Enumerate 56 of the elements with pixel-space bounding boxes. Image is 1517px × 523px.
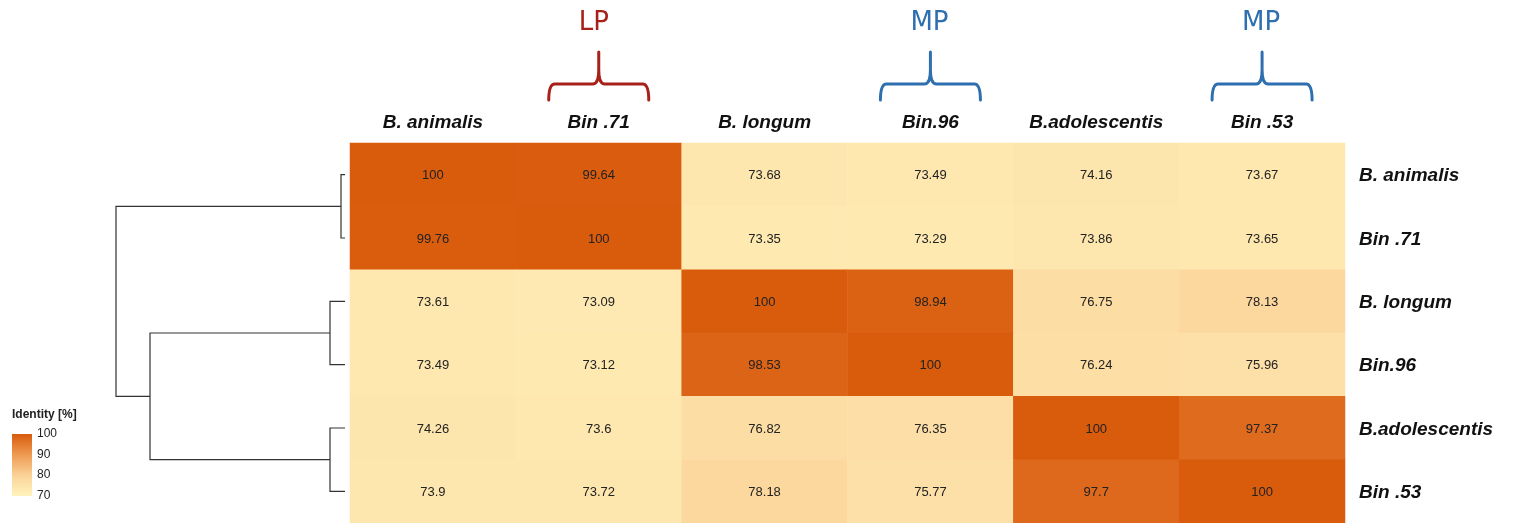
color-bar-title: Identity [%]	[12, 407, 77, 421]
data-label: 73.49	[416, 357, 450, 373]
data-label: 100	[587, 230, 610, 246]
data-label: 73.72	[582, 483, 616, 499]
data-label: 73.86	[1079, 230, 1113, 246]
color-bar-label: 80	[37, 467, 51, 482]
y-tick-label: Bin.96	[1359, 354, 1417, 376]
data-label: 100	[1251, 483, 1273, 499]
data-label: 73.65	[1245, 230, 1279, 246]
data-label: 74.26	[416, 420, 450, 436]
text: LP	[578, 6, 609, 36]
y-tick-label: B. animalis	[1359, 164, 1460, 186]
data-label: 100	[753, 293, 776, 309]
data-label: 76.82	[748, 420, 781, 436]
data-label: 99.64	[582, 167, 616, 183]
data-label: 73.61	[416, 293, 450, 309]
x-tick-label: Bin.96	[901, 111, 960, 132]
color-bar-label: 70	[37, 488, 51, 502]
data-label: 73.35	[748, 230, 781, 246]
data-label: 75.77	[914, 483, 947, 499]
data-label: 100	[422, 167, 444, 183]
data-label: 76.35	[914, 420, 947, 436]
data-label: 100	[919, 357, 942, 373]
data-label: 73.12	[582, 357, 616, 373]
data-label: 97.37	[1245, 420, 1279, 436]
y-tick-label: Bin .71	[1359, 227, 1422, 249]
y-tick-label: Bin .53	[1359, 480, 1422, 502]
data-label: 97.7	[1083, 483, 1109, 499]
data-label: 76.24	[1079, 357, 1113, 373]
text: MP	[1242, 6, 1281, 36]
data-label: 99.76	[416, 230, 450, 246]
data-label: 73.29	[914, 230, 947, 246]
data-label: 78.13	[1245, 293, 1279, 309]
data-label: 75.96	[1245, 357, 1279, 373]
data-label: 98.53	[748, 357, 781, 373]
data-label: 78.18	[748, 483, 781, 499]
data-label: 98.94	[914, 293, 947, 309]
data-label: 74.16	[1079, 167, 1113, 183]
data-label: 100	[1085, 420, 1108, 436]
x-tick-label: B. longum	[718, 111, 812, 132]
x-tick-label: Bin .71	[567, 111, 630, 132]
color-bar-label: 100	[37, 426, 58, 440]
color-bar-label: 90	[37, 446, 51, 461]
data-label: 73.09	[582, 293, 616, 309]
x-tick-label: B.adolescentis	[1029, 111, 1164, 132]
text: MP	[910, 6, 949, 36]
data-label: 73.68	[748, 167, 781, 183]
data-label: 73.9	[420, 483, 446, 499]
x-tick-label: B. animalis	[382, 111, 484, 132]
y-tick-label: B. longum	[1359, 290, 1452, 312]
data-label: 73.67	[1245, 167, 1279, 183]
y-tick-label: B.adolescentis	[1359, 417, 1494, 439]
data-label: 76.75	[1079, 293, 1113, 309]
data-label: 73.6	[586, 420, 612, 436]
x-tick-label: Bin .53	[1230, 111, 1294, 132]
data-label: 73.49	[914, 167, 947, 183]
